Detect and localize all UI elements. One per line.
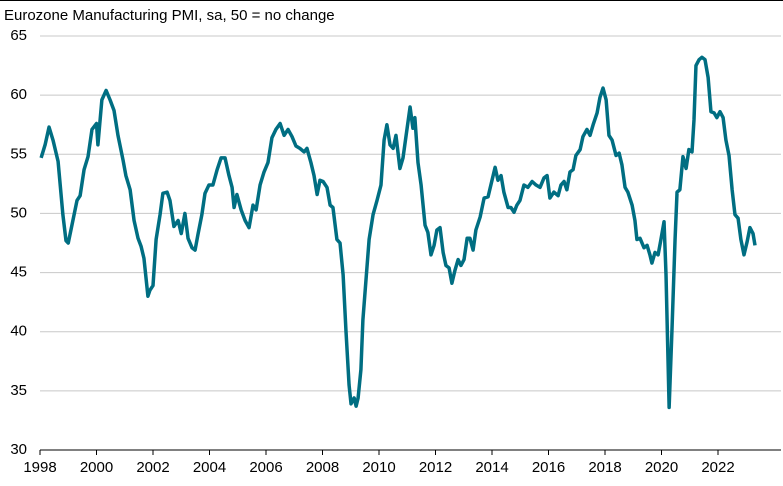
y-tick-label: 50 <box>10 204 27 221</box>
x-tick-label: 2004 <box>193 459 226 476</box>
y-tick-label: 45 <box>10 264 27 281</box>
x-tick-label: 2022 <box>701 459 734 476</box>
x-tick-label: 2008 <box>306 459 339 476</box>
x-tick-label: 2000 <box>80 459 113 476</box>
x-tick-label: 2020 <box>645 459 678 476</box>
x-tick-label: 2012 <box>419 459 452 476</box>
x-tick-label: 1998 <box>23 459 56 476</box>
x-tick-label: 2018 <box>588 459 621 476</box>
x-tick-label: 2002 <box>136 459 169 476</box>
y-tick-label: 55 <box>10 145 27 162</box>
x-tick-label: 2006 <box>249 459 282 476</box>
y-tick-label: 65 <box>10 27 27 44</box>
data-line <box>39 55 757 410</box>
y-tick-label: 35 <box>10 382 27 399</box>
x-tick-label: 2010 <box>362 459 395 476</box>
x-tick-label: 2014 <box>475 459 508 476</box>
chart-title: Eurozone Manufacturing PMI, sa, 50 = no … <box>4 7 335 24</box>
x-tick-label: 2016 <box>532 459 565 476</box>
y-tick-label: 30 <box>10 441 27 458</box>
y-tick-label: 40 <box>10 323 27 340</box>
y-tick-label: 60 <box>10 86 27 103</box>
